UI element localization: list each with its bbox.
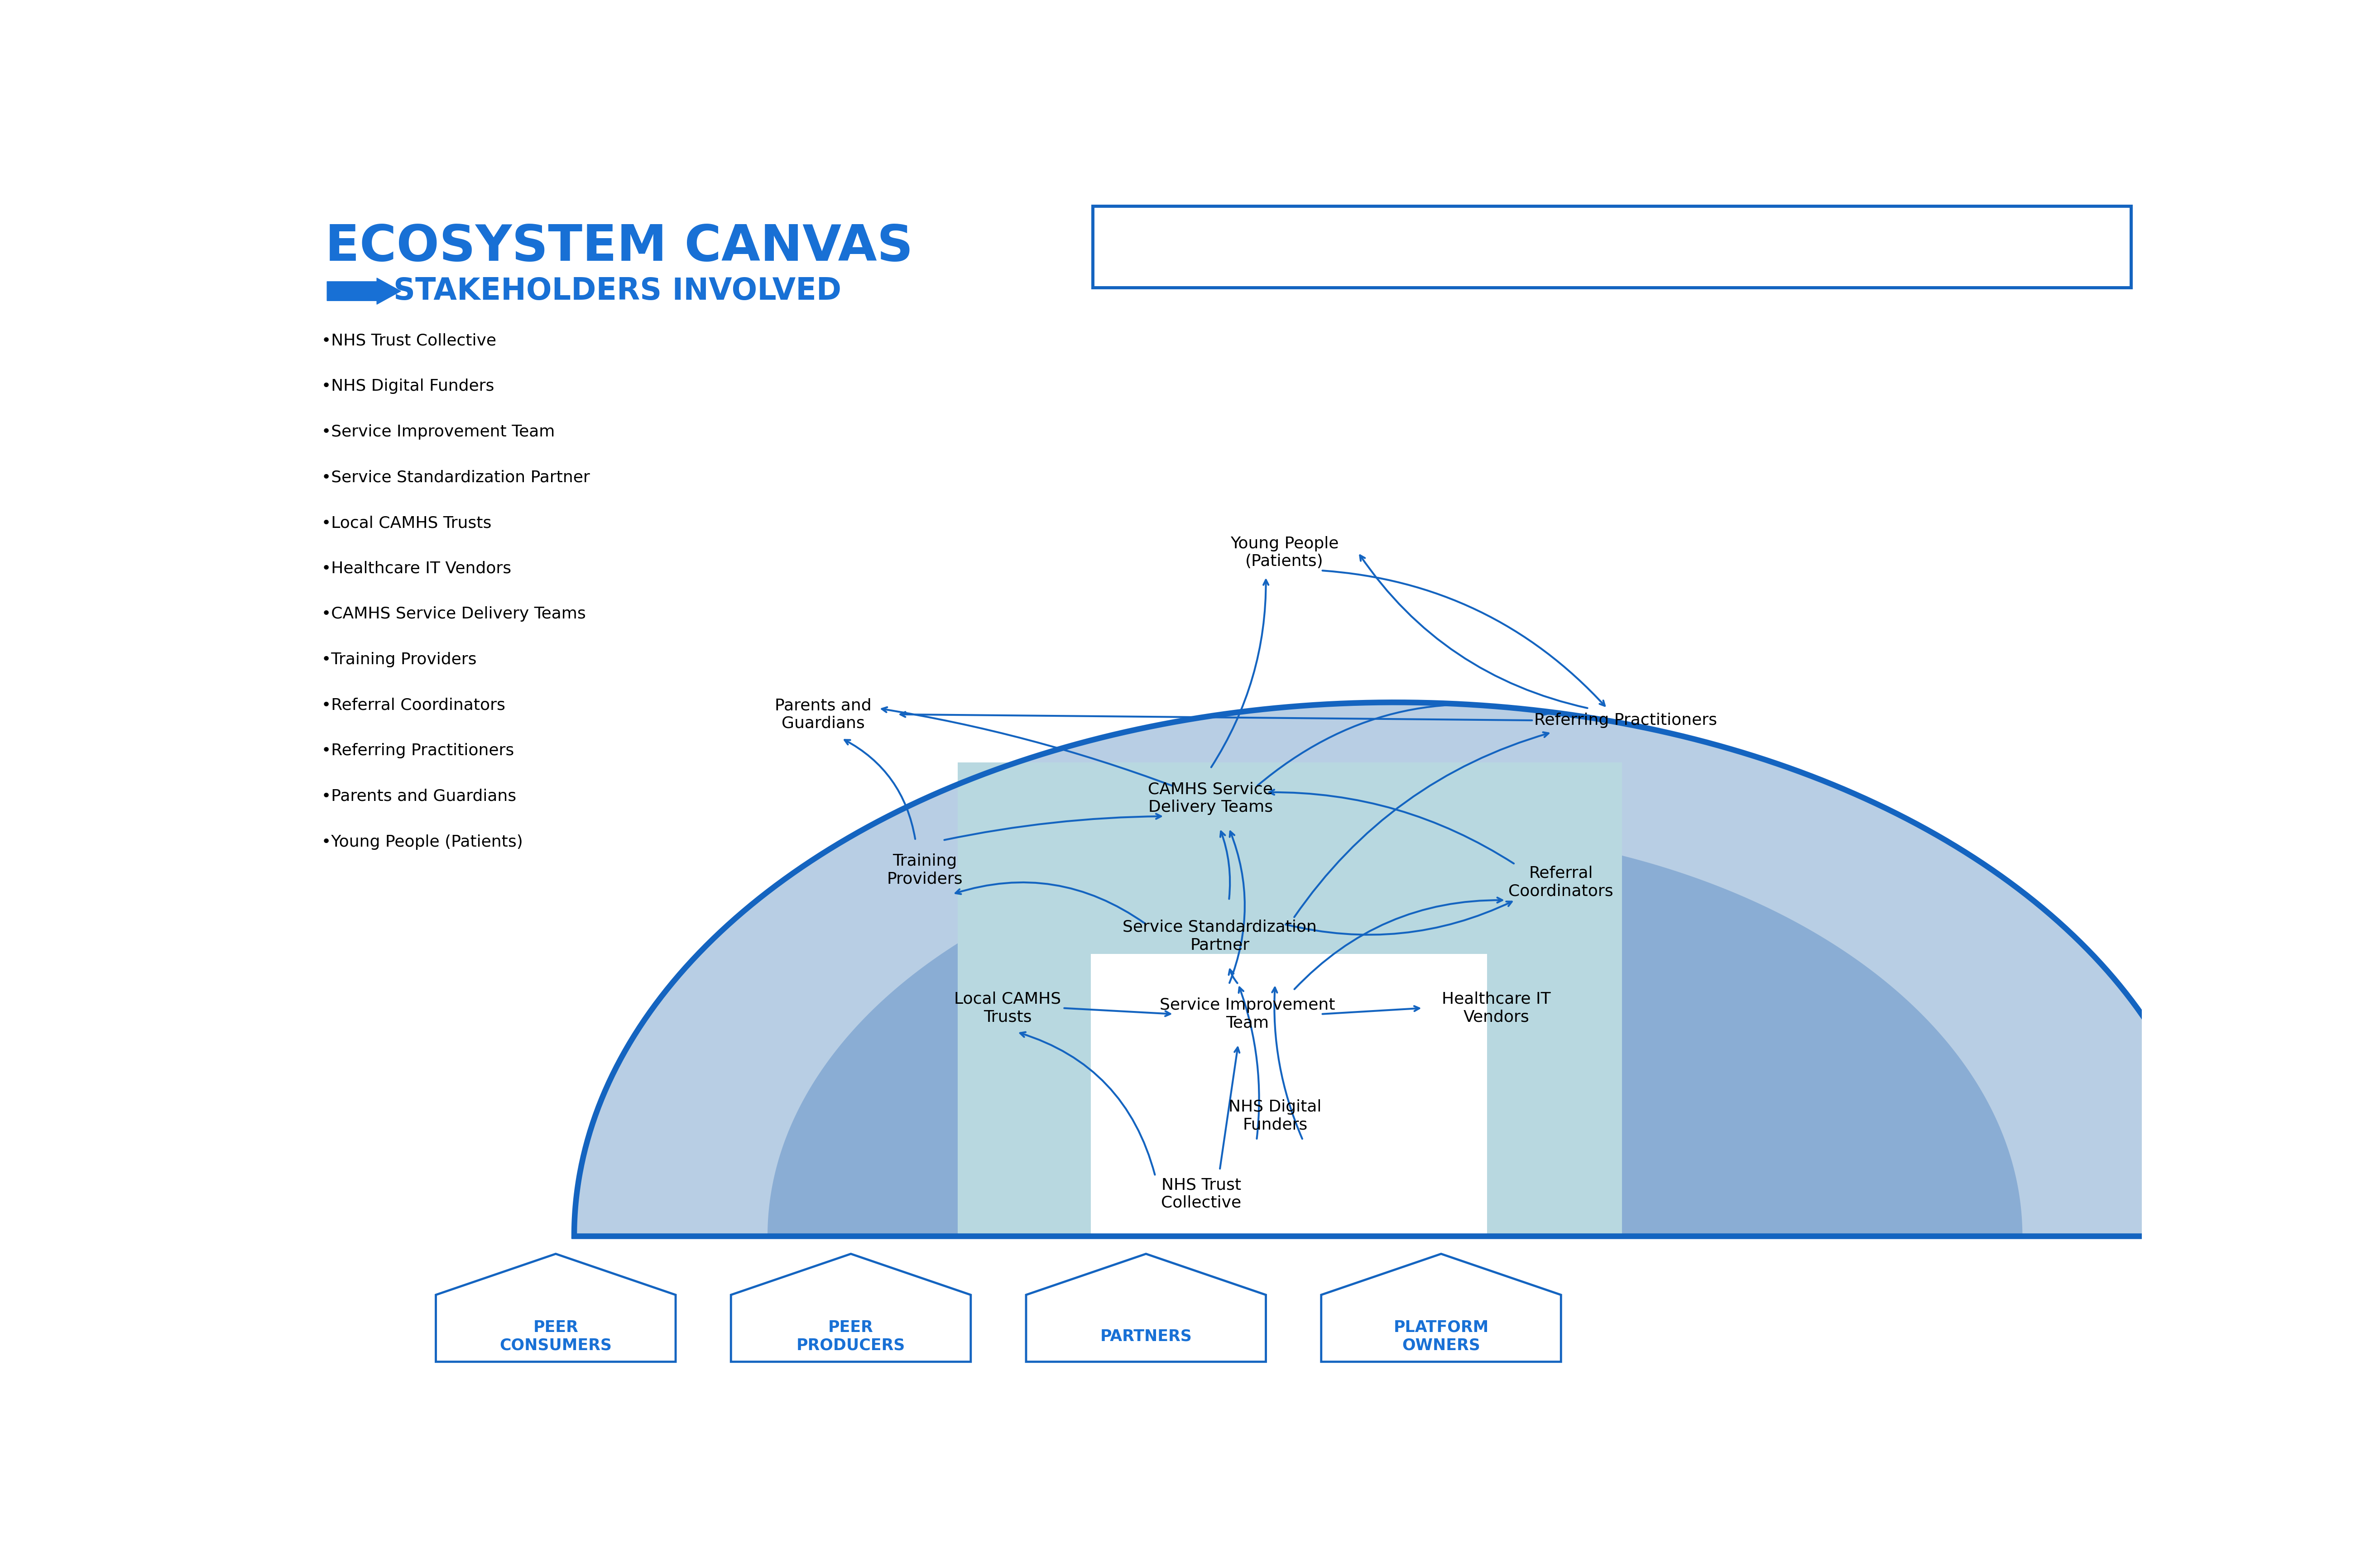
Text: Parents and
Guardians: Parents and Guardians [776, 698, 871, 730]
Text: •CAMHS Service Delivery Teams: •CAMHS Service Delivery Teams [321, 606, 585, 621]
Text: NHS Trust
Collective: NHS Trust Collective [1161, 1177, 1242, 1210]
Text: •Training Providers: •Training Providers [321, 652, 476, 668]
FancyArrow shape [326, 279, 400, 304]
Text: •Service Standardization Partner: •Service Standardization Partner [321, 470, 590, 486]
FancyBboxPatch shape [1090, 954, 1488, 1236]
Text: CAMHS Service
Delivery Teams: CAMHS Service Delivery Teams [1147, 782, 1273, 814]
Text: CAMHS: CAMHS [1111, 232, 1228, 262]
Text: •Young People (Patients): •Young People (Patients) [321, 835, 524, 850]
Text: Training
Providers: Training Providers [888, 853, 962, 887]
FancyBboxPatch shape [1092, 206, 2130, 288]
FancyBboxPatch shape [957, 763, 1621, 1236]
Text: PEER
CONSUMERS: PEER CONSUMERS [500, 1320, 612, 1353]
Text: •Healthcare IT Vendors: •Healthcare IT Vendors [321, 561, 512, 576]
Text: •Referring Practitioners: •Referring Practitioners [321, 743, 514, 758]
Text: •NHS Digital Funders: •NHS Digital Funders [321, 378, 495, 394]
Text: PEER
PRODUCERS: PEER PRODUCERS [797, 1320, 904, 1353]
Text: PLATFORM
OWNERS: PLATFORM OWNERS [1392, 1320, 1490, 1353]
Text: STAKEHOLDERS INVOLVED: STAKEHOLDERS INVOLVED [393, 276, 840, 307]
Text: Referral
Coordinators: Referral Coordinators [1509, 866, 1614, 898]
Text: •Referral Coordinators: •Referral Coordinators [321, 698, 505, 713]
Text: ECOSYSTEM CANVAS: ECOSYSTEM CANVAS [326, 223, 914, 271]
Text: Service Improvement
Team: Service Improvement Team [1159, 998, 1335, 1031]
Text: Local CAMHS
Trusts: Local CAMHS Trusts [954, 992, 1061, 1025]
Text: Young People
(Patients): Young People (Patients) [1230, 536, 1338, 570]
Text: •Service Improvement Team: •Service Improvement Team [321, 424, 555, 439]
Text: •Parents and Guardians: •Parents and Guardians [321, 789, 516, 803]
Text: Service Standardization
Partner: Service Standardization Partner [1123, 920, 1316, 953]
Polygon shape [769, 828, 2023, 1236]
Text: Healthcare IT
Vendors: Healthcare IT Vendors [1442, 992, 1552, 1025]
Text: Referring Practitioners: Referring Practitioners [1535, 713, 1716, 729]
Text: •Local CAMHS Trusts: •Local CAMHS Trusts [321, 515, 490, 531]
Text: •NHS Trust Collective: •NHS Trust Collective [321, 333, 497, 349]
Text: NHS Digital
Funders: NHS Digital Funders [1228, 1099, 1321, 1132]
Polygon shape [574, 702, 2216, 1236]
Text: PARTNERS: PARTNERS [1100, 1328, 1192, 1344]
